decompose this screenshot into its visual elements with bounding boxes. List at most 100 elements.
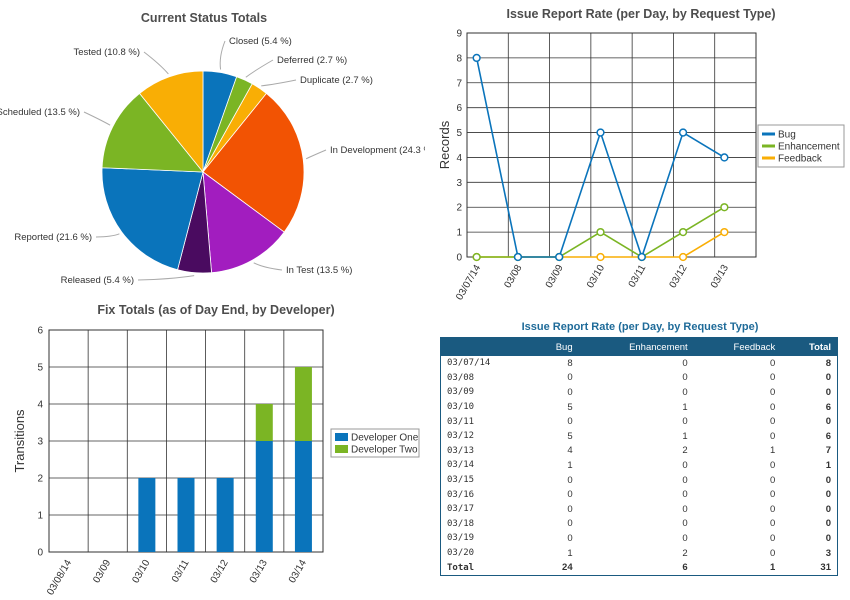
line-y-tick: 0 [456,253,462,264]
table-cell: 03/15 [447,475,475,486]
bar-chart-ylabel: Transitions [12,409,27,473]
bar-y-tick: 0 [37,548,43,559]
table-cell: 0 [825,518,831,530]
table-cell: 0 [567,416,573,428]
table-cell: 0 [682,357,688,369]
bar-segment [138,478,156,552]
table-cell: 03/18 [447,518,475,529]
table-cell: 6 [682,562,688,574]
table-header-feedback: Feedback [693,337,782,356]
line-point [596,128,605,137]
pie-slice [101,167,204,271]
table-cell: 03/12 [447,431,475,442]
table-cell: 03/13 [447,445,475,456]
bar-legend-label: Developer Two [351,445,418,456]
table-cell: 0 [769,547,776,559]
pie-connector [245,59,274,78]
pie-chart-title: Current Status Totals [141,11,267,25]
pie-connector [253,262,283,271]
line-x-tick: 03/09 [544,263,566,291]
pie-slice [202,92,305,233]
line-x-tick: 03/11 [627,263,649,290]
bar-segment [294,367,312,441]
table-cell: 1 [567,459,573,471]
line-chart: Issue Report Rate (per Day, by Request T… [437,7,845,300]
table-cell: 1 [769,445,776,457]
table-cell: 1 [682,401,688,413]
line-y-tick: 7 [456,78,462,89]
table-cell: 8 [567,357,573,369]
table-row: 03/08 0 0 0 0 [441,371,838,386]
bar-segment [177,478,195,552]
table-header-enhancement: Enhancement [578,337,694,356]
pie-slice-label: Closed (5.4 %) [229,36,292,47]
line-y-tick: 4 [456,153,462,164]
table-total-row: Total 24 6 1 31 [441,560,838,575]
pie-slice-label: Tested (10.8 %) [73,47,140,58]
bar-segment [255,441,273,552]
line-legend-label: Enhancement [778,142,840,153]
pie-connector [83,111,111,126]
report-table: Bug Enhancement Feedback Total 03/07/14 8… [440,337,838,576]
table-cell: 0 [682,532,688,544]
table-cell: 0 [825,372,831,384]
table-cell: 1 [825,459,831,471]
line-point [596,252,605,262]
table-row: 03/12 5 1 0 6 [441,429,838,444]
table-cell: 0 [682,518,688,530]
line-point [678,227,688,237]
table-cell: 1 [769,562,776,574]
bar-y-tick: 1 [37,511,43,522]
line-y-tick: 9 [456,29,462,40]
table-cell: 03/08 [447,372,475,383]
pie-connector [143,51,169,75]
table-cell: 7 [825,445,831,457]
bar-legend-swatch [335,445,348,453]
bar-chart-title: Fix Totals (as of Day End, by Developer) [97,303,334,317]
table-cell: 0 [682,489,688,501]
line-x-tick: 03/12 [668,263,690,291]
table-row: 03/09 0 0 0 0 [441,385,838,400]
pie-slice-label: In Development (24.3 %) [330,145,425,156]
table-cell: 0 [825,416,831,428]
table-cell: 0 [567,518,573,530]
table-cell: 0 [682,386,688,398]
line-point [720,203,729,212]
table-cell: Total [447,562,475,573]
table-header-date [440,337,532,356]
table-cell: 0 [682,503,688,515]
table-cell: 0 [825,532,831,544]
line-point [678,128,688,137]
table-cell: 6 [825,401,831,413]
bar-y-tick: 6 [37,326,43,337]
table-cell: 0 [825,489,831,501]
table-cell: 03/20 [447,548,475,559]
line-point [637,252,646,262]
table-cell: 0 [825,503,831,515]
line-point [472,53,481,63]
line-x-tick: 03/13 [709,263,731,291]
table-cell: 4 [567,445,573,457]
pie-slice [138,70,204,174]
table-cell: 8 [825,357,831,369]
table-cell: 0 [769,532,776,544]
line-point [596,227,605,237]
table-header-total: Total [781,337,838,356]
table-cell: 1 [567,547,573,559]
table-row: 03/15 0 0 0 0 [441,473,838,488]
table-row: 03/18 0 0 0 0 [441,517,838,532]
table-cell: 0 [682,372,688,384]
line-legend-label: Bug [778,130,796,141]
table-row: 03/16 0 0 0 0 [441,487,838,502]
line-point [678,252,688,262]
table-row: 03/20 1 2 0 3 [441,546,838,561]
bar-legend-label: Developer One [351,433,419,444]
table-cell: 03/16 [447,489,475,500]
line-x-tick: 03/10 [585,263,607,291]
line-y-tick: 2 [456,203,462,214]
pie-connector [137,275,195,281]
table-cell: 03/17 [447,504,475,515]
pie-slice-label: Reported (21.6 %) [14,232,92,243]
table-cell: 0 [682,474,688,486]
line-point [513,252,523,262]
